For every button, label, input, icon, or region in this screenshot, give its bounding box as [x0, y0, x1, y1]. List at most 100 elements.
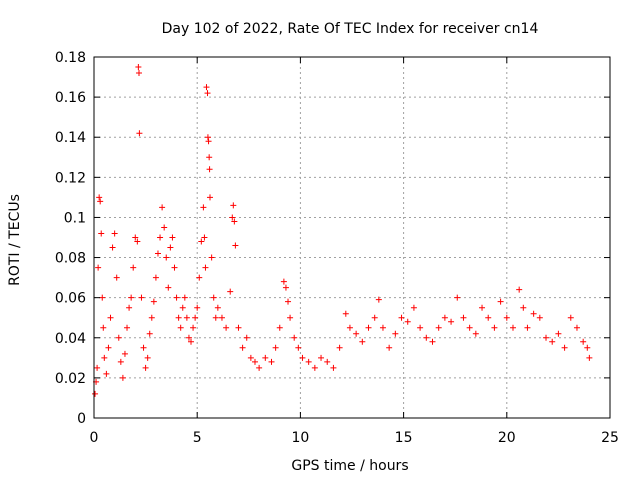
data-point: [130, 264, 137, 271]
data-point: [167, 244, 174, 251]
data-point: [100, 324, 107, 331]
data-point: [479, 304, 486, 311]
data-point: [555, 330, 562, 337]
data-point: [262, 354, 269, 361]
data-point: [212, 314, 219, 321]
data-point: [214, 304, 221, 311]
data-point: [239, 344, 246, 351]
data-point: [121, 350, 128, 357]
data-point: [117, 358, 124, 365]
data-point: [177, 324, 184, 331]
data-point: [491, 324, 498, 331]
data-point: [204, 134, 211, 141]
x-tick-label: 25: [601, 430, 619, 446]
data-point: [210, 294, 217, 301]
y-axis-title: ROTI / TECUs: [7, 194, 23, 286]
data-point: [206, 194, 213, 201]
data-point: [524, 324, 531, 331]
data-point: [203, 84, 210, 91]
data-point: [423, 334, 430, 341]
data-point: [113, 274, 120, 281]
data-point: [206, 154, 213, 161]
data-point: [206, 166, 213, 173]
data-point: [205, 138, 212, 145]
data-point: [272, 344, 279, 351]
y-tick-labels: 0 0.02 0.04 0.06 0.08 0.1 0.12 0.14 0.16 0.18: [55, 50, 86, 427]
data-point: [330, 364, 337, 371]
data-point: [410, 304, 417, 311]
data-point: [235, 324, 242, 331]
data-point: [204, 90, 211, 97]
data-point: [154, 250, 161, 257]
data-point: [454, 294, 461, 301]
data-point: [208, 254, 215, 261]
data-point: [126, 304, 133, 311]
data-point: [342, 310, 349, 317]
data-point: [530, 310, 537, 317]
data-point: [230, 202, 237, 209]
data-point: [152, 274, 159, 281]
axis-ticks: [93, 56, 611, 419]
y-tick-label: 0.1: [64, 210, 86, 226]
data-point: [192, 314, 199, 321]
data-point: [584, 344, 591, 351]
data-point: [392, 330, 399, 337]
y-tick-label: 0.16: [55, 90, 86, 106]
data-point: [169, 234, 176, 241]
y-tick-label: 0.02: [55, 371, 86, 387]
data-point: [472, 330, 479, 337]
data-point: [256, 364, 263, 371]
data-point: [247, 354, 254, 361]
data-point: [119, 374, 126, 381]
data-point: [201, 234, 208, 241]
data-point: [138, 294, 145, 301]
data-point: [379, 324, 386, 331]
data-point: [375, 296, 382, 303]
data-point: [231, 218, 238, 225]
scatter-points: [92, 64, 593, 397]
data-point: [336, 344, 343, 351]
y-tick-label: 0.06: [55, 291, 86, 307]
data-point: [202, 264, 209, 271]
data-point: [435, 324, 442, 331]
data-point: [165, 284, 172, 291]
data-point: [92, 390, 99, 397]
y-tick-label: 0.18: [55, 50, 86, 66]
data-point: [516, 286, 523, 293]
data-point: [159, 204, 166, 211]
data-point: [179, 304, 186, 311]
y-tick-label: 0.12: [55, 170, 86, 186]
data-point: [295, 344, 302, 351]
data-point: [276, 324, 283, 331]
data-point: [171, 264, 178, 271]
data-point: [223, 324, 230, 331]
data-point: [580, 338, 587, 345]
data-point: [536, 314, 543, 321]
data-point: [183, 314, 190, 321]
data-point: [561, 344, 568, 351]
data-point: [200, 204, 207, 211]
data-point: [573, 324, 580, 331]
data-point: [386, 344, 393, 351]
data-point: [146, 330, 153, 337]
data-point: [429, 338, 436, 345]
data-point: [503, 314, 510, 321]
data-point: [103, 370, 110, 377]
data-point: [101, 354, 108, 361]
data-point: [448, 318, 455, 325]
data-point: [161, 224, 168, 231]
data-point: [109, 244, 116, 251]
y-tick-label: 0.04: [55, 331, 86, 347]
data-point: [175, 314, 182, 321]
data-point: [291, 334, 298, 341]
data-point: [194, 304, 201, 311]
data-point: [196, 274, 203, 281]
data-point: [185, 334, 192, 341]
data-point: [359, 338, 366, 345]
data-point: [305, 358, 312, 365]
data-point: [466, 324, 473, 331]
data-point: [417, 324, 424, 331]
data-point: [128, 294, 135, 301]
data-point: [509, 324, 516, 331]
